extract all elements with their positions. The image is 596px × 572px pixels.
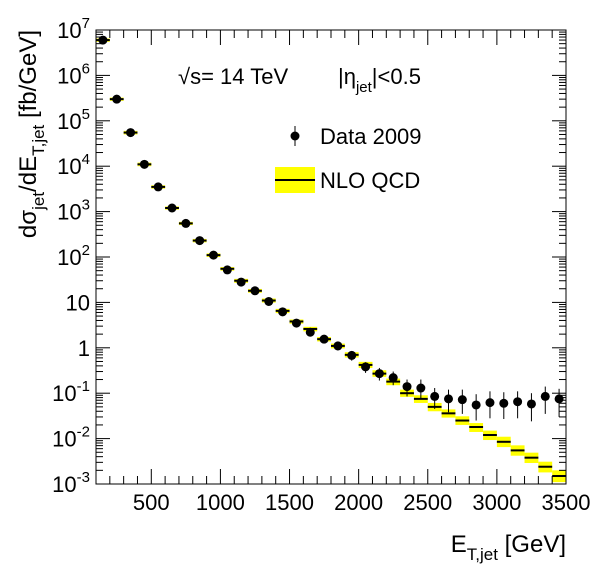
data-point <box>471 400 481 410</box>
annotation-energy: √s= 14 TeV <box>178 64 288 89</box>
plot-frame <box>95 29 567 485</box>
data-point <box>126 128 136 138</box>
x-tick-label: 3000 <box>472 490 521 515</box>
data-point <box>333 341 343 351</box>
axes-layer <box>95 29 567 485</box>
legend-label-data: Data 2009 <box>320 124 422 149</box>
legend: Data 2009 NLO QCD <box>275 124 422 193</box>
y-tick-label: 102 <box>57 242 90 270</box>
x-tick-label: 1500 <box>265 490 314 515</box>
data-point <box>485 398 495 408</box>
data-point <box>181 218 191 228</box>
annotations-layer: √s= 14 TeV |ηjet|<0.5 <box>178 64 421 96</box>
data-point <box>153 182 163 192</box>
tick-labels-layer: 500 1000 1500 2000 2500 3000 3500 10-3 10-2 10-1 1… <box>52 15 590 515</box>
data-point <box>554 394 564 404</box>
y-tick-label: 10-3 <box>52 469 90 497</box>
x-tick-label: 1000 <box>196 490 245 515</box>
data-point <box>305 327 315 337</box>
data-point <box>540 391 550 401</box>
data-point <box>209 250 218 260</box>
y-tick-label: 10-2 <box>52 424 90 452</box>
y-tick-label: 107 <box>57 15 90 43</box>
data-point <box>319 334 329 344</box>
legend-label-nlo: NLO QCD <box>320 168 420 193</box>
x-axis-title: ET,jet [GeV] <box>451 531 566 564</box>
y-tick-label: 10 <box>66 290 90 315</box>
nlo-band-layer <box>96 38 566 483</box>
data-point <box>278 307 288 317</box>
y-tick-label: 103 <box>57 197 90 225</box>
x-tick-label: 2500 <box>403 490 452 515</box>
data-point <box>457 395 467 405</box>
data-point <box>388 373 398 383</box>
y-axis-title: dσjet/dET,jet [fb/GeV] <box>15 30 48 238</box>
data-point <box>374 369 384 379</box>
y-tick-label: 106 <box>57 60 90 88</box>
data-point <box>430 391 440 401</box>
data-point <box>291 318 301 328</box>
x-tick-label: 3500 <box>542 490 591 515</box>
data-point <box>526 399 536 409</box>
y-tick-label: 10-1 <box>52 378 90 406</box>
nlo-line-layer <box>96 39 566 478</box>
x-tick-label: 500 <box>133 490 170 515</box>
data-point <box>347 350 357 360</box>
data-point <box>222 265 232 275</box>
data-point <box>195 236 205 246</box>
data-point <box>167 203 177 213</box>
data-point <box>112 94 122 104</box>
data-point <box>361 362 371 372</box>
data-point <box>402 382 412 392</box>
data-point <box>499 398 509 408</box>
data-point <box>264 296 274 306</box>
y-tick-label: 105 <box>57 106 90 134</box>
data-point <box>236 277 246 287</box>
data-point <box>416 383 426 393</box>
y-tick-label: 1 <box>78 336 90 361</box>
axis-titles-layer: ET,jet [GeV] dσjet/dET,jet [fb/GeV] <box>15 30 566 564</box>
data-point <box>513 397 523 407</box>
annotation-eta-cut: |ηjet|<0.5 <box>338 64 421 96</box>
data-point <box>444 394 453 404</box>
y-tick-label: 104 <box>57 151 90 179</box>
x-tick-label: 2000 <box>334 490 383 515</box>
data-points-layer <box>98 35 564 422</box>
data-point <box>250 286 260 296</box>
data-point <box>139 159 149 169</box>
legend-data-marker <box>290 131 300 141</box>
